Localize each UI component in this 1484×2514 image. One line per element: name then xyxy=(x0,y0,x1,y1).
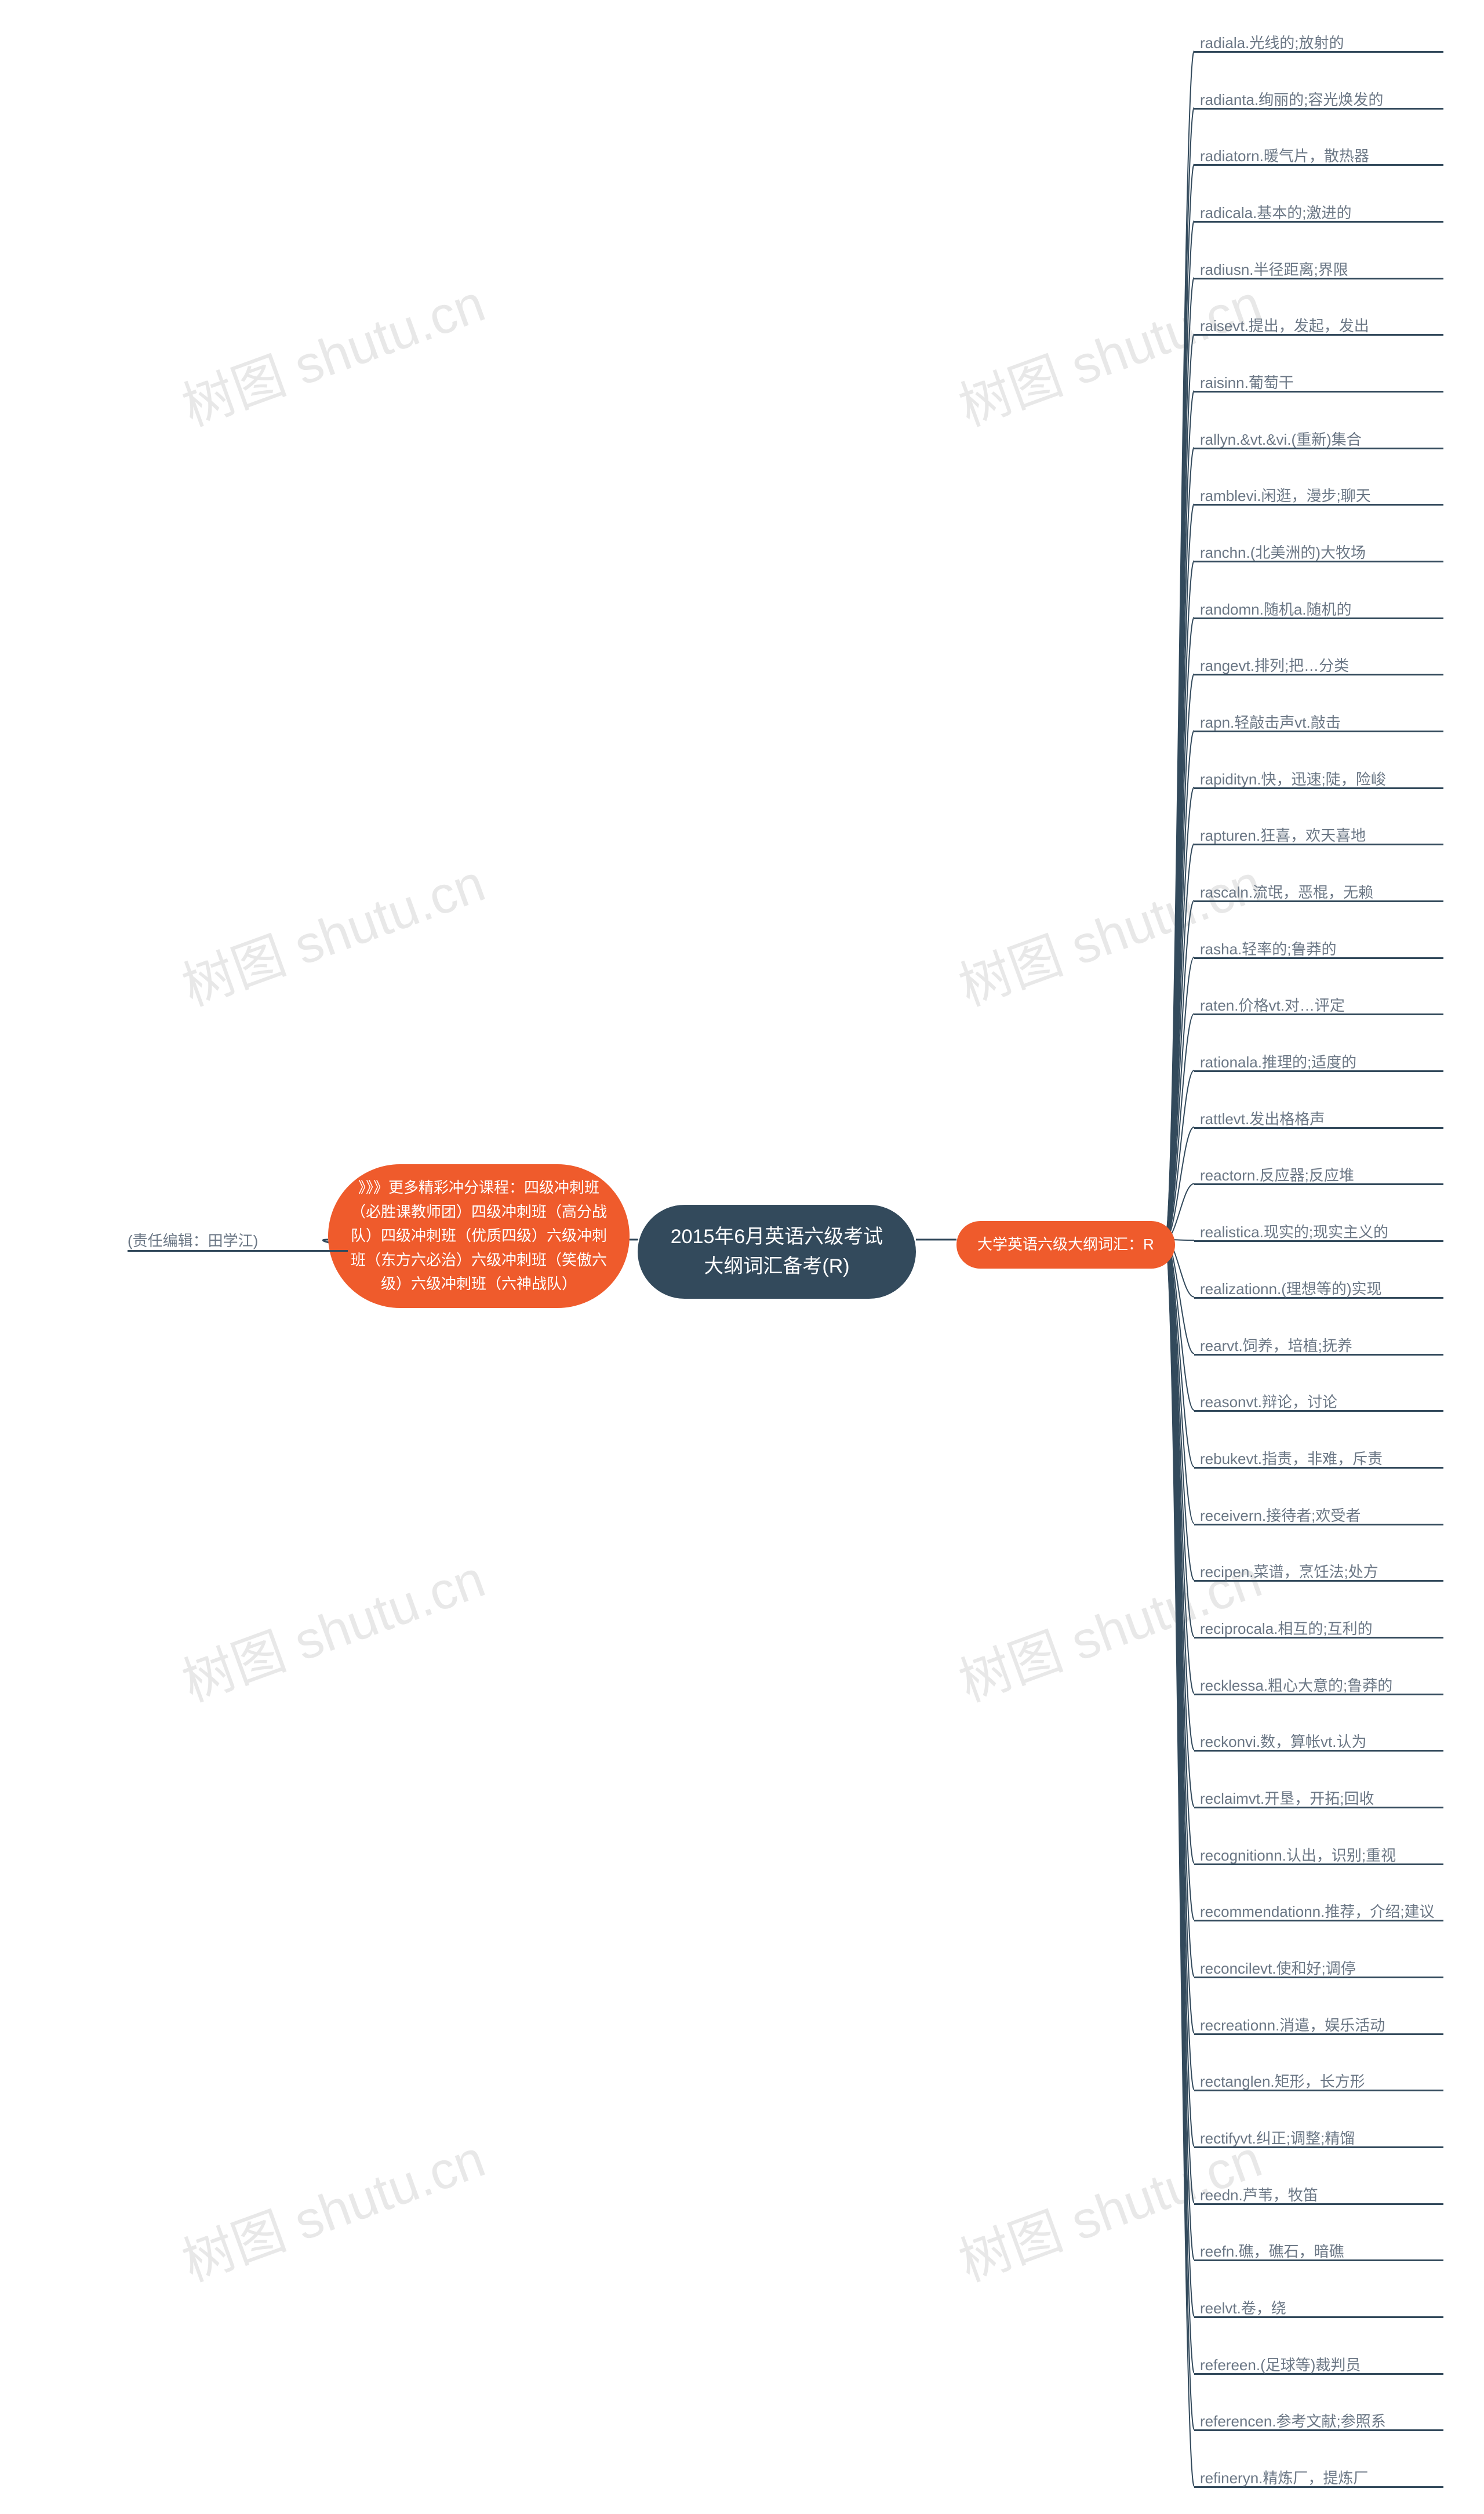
leaf-label: receivern.接待者;欢受者 xyxy=(1200,1504,1361,1525)
leaf-label: referencen.参考文献;参照系 xyxy=(1200,2410,1386,2431)
leaf-label: refereen.(足球等)裁判员 xyxy=(1200,2353,1361,2375)
leaf-label: rapturen.狂喜，欢天喜地 xyxy=(1200,824,1366,845)
left-branch-label: 》》》更多精彩冲分课程：四级冲刺班（必胜课教师团）四级冲刺班（高分战队）四级冲刺… xyxy=(349,1176,609,1296)
leaf-label: recreationn.消遣，娱乐活动 xyxy=(1200,2014,1385,2035)
leaf-label: realizationn.(理想等的)实现 xyxy=(1200,1277,1382,1299)
leaf-label: radiusn.半径距离;界限 xyxy=(1200,258,1348,279)
leaf-label: raisevt.提出，发起，发出 xyxy=(1200,314,1369,336)
leaf-label: rangevt.排列;把…分类 xyxy=(1200,654,1349,675)
leaf-label: recklessa.粗心大意的;鲁莽的 xyxy=(1200,1674,1392,1695)
leaf-label: radiala.光线的;放射的 xyxy=(1200,31,1344,53)
leaf-label: rasha.轻率的;鲁莽的 xyxy=(1200,938,1337,959)
leaf-label: (责任编辑：田学江) xyxy=(128,1229,258,1251)
right-branch-label: 大学英语六级大纲词汇：R xyxy=(977,1233,1154,1257)
right-branch-node: 大学英语六级大纲词汇：R xyxy=(956,1221,1175,1269)
leaf-label: rationala.推理的;适度的 xyxy=(1200,1051,1356,1072)
leaf-label: rascaln.流氓，恶棍，无赖 xyxy=(1200,881,1373,902)
leaf-label: recognitionn.认出，识别;重视 xyxy=(1200,1844,1396,1865)
leaf-label: reciprocala.相互的;互利的 xyxy=(1200,1617,1373,1639)
leaf-label: radicala.基本的;激进的 xyxy=(1200,201,1352,223)
leaf-label: reefn.礁，礁石，暗礁 xyxy=(1200,2240,1344,2261)
leaf-label: refineryn.精炼厂，提炼厂 xyxy=(1200,2466,1368,2488)
leaf-label: realistica.现实的;现实主义的 xyxy=(1200,1220,1388,1242)
leaf-label: randomn.随机a.随机的 xyxy=(1200,598,1352,619)
leaf-label: rallyn.&vt.&vi.(重新)集合 xyxy=(1200,428,1362,449)
leaf-label: rapidityn.快，迅速;陡，险峻 xyxy=(1200,768,1386,789)
leaf-label: ramblevi.闲逛，漫步;聊天 xyxy=(1200,484,1371,506)
leaf-label: raten.价格vt.对…评定 xyxy=(1200,994,1345,1015)
leaf-label: rearvt.饲养，培植;抚养 xyxy=(1200,1334,1352,1356)
leaf-label: ranchn.(北美洲的)大牧场 xyxy=(1200,541,1366,562)
left-branch-node: 》》》更多精彩冲分课程：四级冲刺班（必胜课教师团）四级冲刺班（高分战队）四级冲刺… xyxy=(328,1164,630,1308)
leaf-label: reedn.芦苇，牧笛 xyxy=(1200,2184,1318,2205)
leaf-label: radianta.绚丽的;容光焕发的 xyxy=(1200,88,1383,110)
leaf-label: reclaimvt.开垦，开拓;回收 xyxy=(1200,1787,1374,1808)
leaf-label: reasonvt.辩论，讨论 xyxy=(1200,1390,1337,1412)
leaf-label: rapn.轻敲击声vt.敲击 xyxy=(1200,711,1341,732)
center-label: 2015年6月英语六级考试大纲词汇备考(R) xyxy=(661,1222,893,1281)
leaf-label: recommendationn.推荐，介绍;建议 xyxy=(1200,1900,1435,1921)
leaf-label: rectifyvt.纠正;调整;精馏 xyxy=(1200,2127,1355,2148)
leaf-label: reckonvi.数，算帐vt.认为 xyxy=(1200,1730,1367,1752)
leaf-label: radiatorn.暖气片，散热器 xyxy=(1200,144,1369,166)
leaf-label: rebukevt.指责，非难，斥责 xyxy=(1200,1447,1383,1469)
center-node: 2015年6月英语六级考试大纲词汇备考(R) xyxy=(638,1205,916,1299)
leaf-label: reelvt.卷，绕 xyxy=(1200,2297,1286,2318)
leaf-label: reconcilevt.使和好;调停 xyxy=(1200,1957,1356,1978)
leaf-label: reactorn.反应器;反应堆 xyxy=(1200,1164,1354,1185)
leaf-label: rectanglen.矩形，长方形 xyxy=(1200,2070,1365,2091)
leaf-label: recipen.菜谱，烹饪法;处方 xyxy=(1200,1560,1378,1582)
leaf-label: rattlevt.发出格格声 xyxy=(1200,1107,1325,1129)
leaf-label: raisinn.葡萄干 xyxy=(1200,371,1294,393)
